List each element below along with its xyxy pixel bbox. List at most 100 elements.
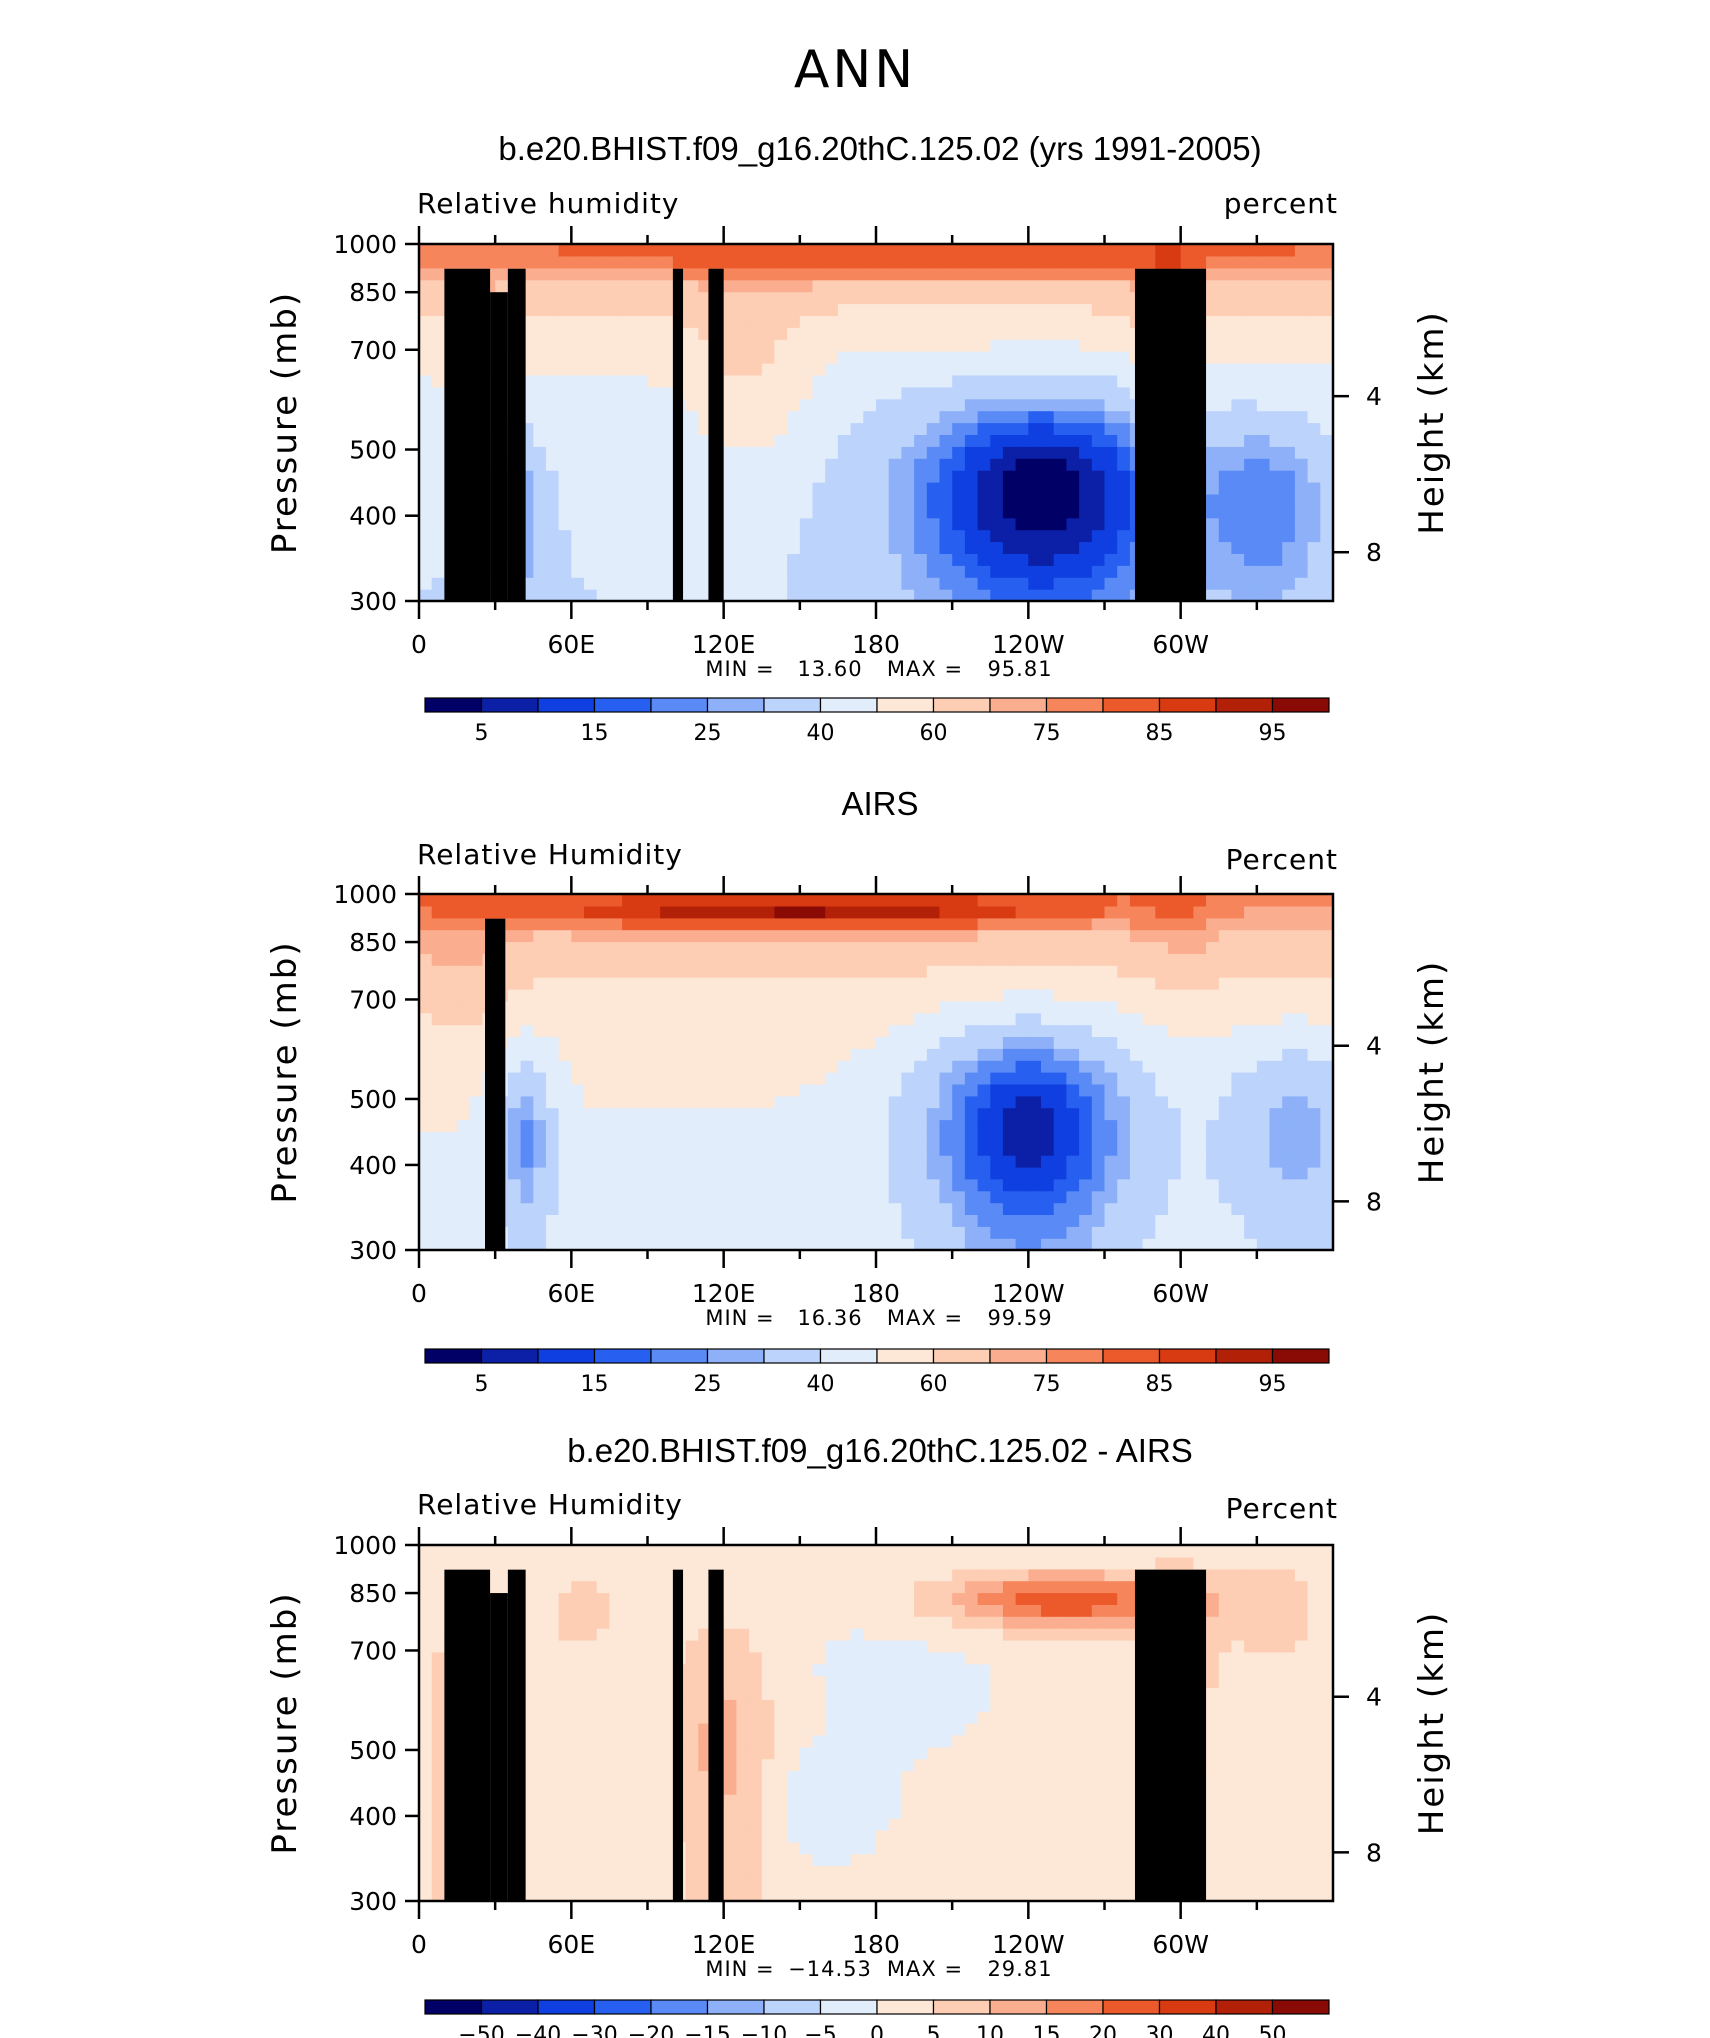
field-cell [1294, 517, 1309, 531]
field-cell [964, 541, 979, 554]
field-cell [584, 1889, 598, 1902]
field-cell [1002, 553, 1017, 566]
field-cell [622, 1829, 636, 1843]
field-cell [545, 482, 560, 495]
field-cell [926, 1829, 941, 1843]
field-cell [926, 517, 941, 531]
field-cell [901, 1889, 915, 1902]
field-cell [1015, 1829, 1029, 1843]
field-cell [647, 565, 661, 578]
field-cell [863, 493, 877, 507]
field-cell [584, 517, 598, 531]
field-cell [761, 589, 776, 602]
field-cell [1015, 565, 1029, 578]
field-cell [1117, 565, 1131, 578]
field-cell [647, 1841, 661, 1855]
field-cell [584, 493, 598, 507]
field-cell [749, 1841, 763, 1855]
field-cell [1002, 541, 1017, 554]
field-cell [812, 1817, 826, 1831]
field-cell [1079, 517, 1093, 531]
field-cell [926, 541, 941, 554]
field-cell [812, 589, 826, 602]
field-cell [1320, 541, 1334, 554]
field-cell [1028, 589, 1042, 602]
field-cell [1218, 553, 1233, 566]
field-cell [647, 505, 661, 519]
field-cell [964, 1829, 979, 1843]
field-cell [1256, 1889, 1271, 1902]
field-cell [926, 1865, 941, 1878]
field-cell [774, 1841, 788, 1855]
field-cell [850, 1817, 864, 1831]
field-cell [558, 553, 572, 566]
field-cell [596, 1889, 610, 1902]
field-cell [698, 505, 712, 519]
field-cell [787, 1877, 801, 1890]
field-cell [990, 1829, 1004, 1843]
field-cell [571, 482, 585, 495]
field-cell [431, 482, 445, 495]
field-cell [876, 553, 890, 566]
field-cell [749, 529, 763, 543]
field-cell [863, 1877, 877, 1890]
field-cell [1269, 577, 1283, 590]
field-cell [1218, 482, 1233, 495]
field-cell [685, 517, 699, 531]
field-cell [812, 482, 826, 495]
field-cell [431, 553, 445, 566]
field-cell [850, 565, 864, 578]
field-cell [888, 541, 902, 554]
field-cell [1066, 541, 1080, 554]
field-cell [1269, 1817, 1283, 1831]
field-cell [1091, 589, 1106, 602]
field-cell [977, 577, 991, 590]
field-cell [723, 505, 737, 519]
field-cell [584, 1841, 598, 1855]
field-cell [850, 541, 864, 554]
field-cell [1231, 517, 1245, 531]
field-cell [685, 529, 699, 543]
field-cell [609, 565, 623, 578]
field-cell [533, 1817, 547, 1831]
field-cell [990, 1865, 1004, 1878]
field-cell [1244, 529, 1258, 543]
field-cell [1307, 517, 1321, 531]
field-cell [787, 1841, 801, 1855]
field-cell [964, 565, 979, 578]
field-cell [977, 589, 991, 602]
field-cell [1015, 1841, 1029, 1855]
field-cell [533, 493, 547, 507]
field-cell [964, 1853, 979, 1866]
field-cell [1282, 1889, 1296, 1902]
field-cell [939, 541, 953, 554]
field-cell [914, 589, 928, 602]
field-cell [1091, 553, 1106, 566]
field-cell [1053, 565, 1067, 578]
field-cell [533, 529, 547, 543]
field-cell [926, 565, 941, 578]
field-cell [660, 482, 674, 495]
field-cell [825, 1841, 839, 1855]
field-cell [571, 1877, 585, 1890]
field-cell [825, 1877, 839, 1890]
field-cell [1091, 1829, 1106, 1843]
field-cell [558, 505, 572, 519]
field-cell [1041, 482, 1055, 495]
field-cell [596, 517, 610, 531]
field-cell [660, 517, 674, 531]
field-cell [647, 1853, 661, 1866]
field-cell [723, 589, 737, 602]
field-cell [787, 541, 801, 554]
field-cell [431, 1865, 445, 1878]
field-cell [723, 1865, 737, 1878]
field-cell [558, 1865, 572, 1878]
field-cell [1320, 505, 1334, 519]
field-cell [584, 553, 598, 566]
field-cell [964, 1865, 979, 1878]
field-cell [990, 493, 1004, 507]
field-cell [1244, 1829, 1258, 1843]
field-cell [1256, 1829, 1271, 1843]
field-cell [1231, 541, 1245, 554]
